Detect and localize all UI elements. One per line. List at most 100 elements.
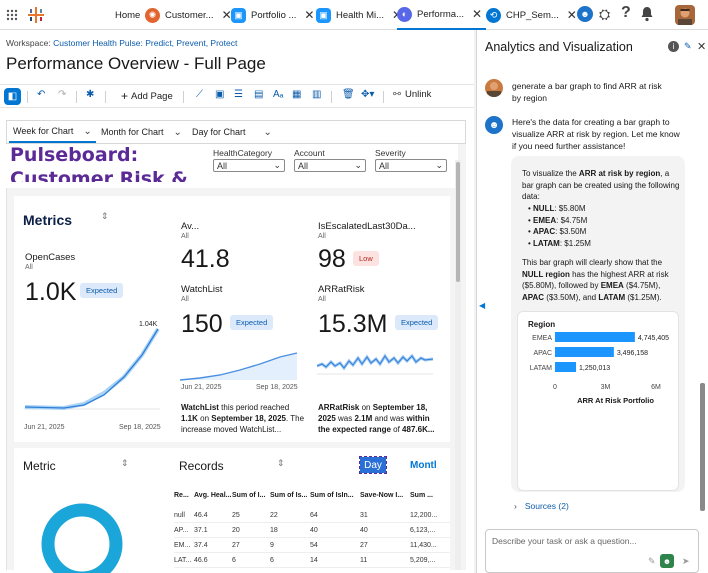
table-cell: 27 bbox=[360, 541, 368, 549]
agent-mode-icon[interactable]: ☻ bbox=[660, 554, 674, 568]
text-part: , a bar graph can be created using the f… bbox=[522, 169, 680, 201]
tab-day-for-chart[interactable]: Day for Chart ⌄ bbox=[188, 121, 276, 143]
app-launcher-icon[interactable] bbox=[6, 9, 18, 21]
close-icon[interactable]: ✕ bbox=[566, 8, 577, 22]
filter-health-category[interactable]: HealthCategory All ⌄ bbox=[213, 148, 285, 172]
desc-part: on bbox=[359, 403, 373, 412]
tab-month-for-chart[interactable]: Month for Chart ⌄ bbox=[97, 121, 186, 143]
table-cell: 37.4 bbox=[194, 541, 208, 549]
tab-performance[interactable]: ◐ Performa... ✕ bbox=[397, 0, 487, 30]
tab-portfolio[interactable]: ▣ Portfolio ... ✕ bbox=[231, 0, 314, 30]
text-part: ($1.25M). bbox=[625, 292, 662, 302]
setup-icon[interactable]: ⛭ bbox=[599, 6, 611, 22]
table-cell: 12,200... bbox=[410, 511, 438, 519]
unlink-icon: ⚯ bbox=[393, 89, 401, 100]
dashboard-icon: ▣ bbox=[316, 7, 331, 23]
arr-sparkline bbox=[317, 353, 434, 375]
new-chat-icon[interactable]: ✎ bbox=[684, 41, 692, 51]
table-icon[interactable]: ▤ bbox=[254, 89, 264, 100]
tab-chp-semantic[interactable]: ⟲ CHP_Sem... ✕ bbox=[486, 0, 577, 30]
filter-severity[interactable]: Severity All ⌄ bbox=[375, 148, 447, 172]
table-cell: 37.1 bbox=[194, 526, 208, 534]
tab-home[interactable]: Home bbox=[115, 0, 140, 30]
redo-icon[interactable]: ↷ bbox=[58, 89, 67, 100]
table-cell: 9 bbox=[270, 541, 274, 549]
collapse-panel-icon[interactable]: ◀ bbox=[479, 301, 486, 310]
status-badge: Low bbox=[353, 251, 379, 266]
agent-intro-message: Here's the data for creating a bar graph… bbox=[512, 117, 680, 151]
sources-toggle[interactable]: › Sources (2) bbox=[514, 501, 569, 511]
dashboard-scrollbar[interactable] bbox=[455, 160, 461, 570]
sort-icon[interactable]: ⇕ bbox=[121, 458, 129, 468]
undo-icon[interactable]: ↶ bbox=[37, 89, 46, 100]
table-cell: 5,209,... bbox=[410, 556, 436, 564]
user-message: generate a bar graph to find ARR at risk… bbox=[512, 81, 662, 103]
text-part: NULL region bbox=[522, 269, 570, 279]
text-part: This bar graph will clearly show that th… bbox=[522, 258, 663, 267]
bar bbox=[555, 347, 614, 357]
chevron-down-icon: ⌄ bbox=[273, 160, 281, 170]
table-header-cell[interactable]: Sum of Is... bbox=[270, 492, 308, 499]
chat-input-box[interactable]: Describe your task or ask a question... … bbox=[485, 529, 699, 573]
avg-label: Av... bbox=[181, 221, 200, 232]
panel-scrollbar[interactable] bbox=[700, 383, 705, 511]
tab-label: Home bbox=[115, 9, 141, 21]
settings-icon[interactable]: ✱ bbox=[86, 89, 95, 100]
delete-icon[interactable]: 🗑 bbox=[342, 89, 355, 100]
user-avatar[interactable] bbox=[675, 5, 695, 25]
response-bullets: • NULL: $5.80M • EMEA: $4.75M • APAC: $3.5… bbox=[528, 203, 678, 249]
escalated-value: 98 bbox=[318, 245, 346, 273]
opencases-value: 1.0K bbox=[25, 278, 77, 306]
line-chart-icon[interactable]: ⟋ bbox=[196, 89, 203, 100]
table-header-cell[interactable]: Sum of IsIn... bbox=[310, 492, 354, 499]
bar-chart-svg: Region EMEA 4,745,405 APAC 3,496,158 LATAM 1,2… bbox=[528, 320, 669, 405]
filter-select[interactable]: All ⌄ bbox=[375, 159, 447, 172]
agent-icon[interactable]: ☻ bbox=[577, 6, 593, 22]
table-header-cell[interactable]: Save-Now I... bbox=[360, 492, 404, 499]
image-icon[interactable]: ▦ bbox=[292, 89, 302, 100]
tab-customer[interactable]: ✺ Customer... ✕ bbox=[145, 0, 232, 30]
workspace-link[interactable]: Customer Health Pulse: Predict, Prevent,… bbox=[53, 38, 238, 48]
close-icon[interactable]: ✕ bbox=[304, 8, 315, 22]
sidebar-toggle-icon[interactable]: ◧ bbox=[4, 88, 21, 105]
close-icon[interactable]: ✕ bbox=[472, 7, 483, 21]
opencases-peak-label: 1.04K bbox=[139, 321, 158, 328]
sort-icon[interactable]: ⇕ bbox=[277, 458, 285, 468]
help-icon[interactable]: ? bbox=[621, 4, 631, 21]
tab-health-metrics[interactable]: ▣Health Mi...✕ bbox=[316, 0, 402, 30]
desc-part: . The increase moved WatchList... bbox=[181, 414, 305, 434]
container-icon[interactable]: ▥ bbox=[312, 89, 322, 100]
day-button[interactable]: Day bbox=[359, 456, 387, 474]
tab-week-for-chart[interactable]: Week for Chart ⌄ bbox=[9, 121, 96, 143]
dashboard-icon: ▣ bbox=[231, 7, 246, 23]
sort-icon[interactable]: ⇕ bbox=[101, 211, 109, 221]
table-header-cell[interactable]: Sum of I... bbox=[232, 492, 266, 499]
notifications-icon[interactable] bbox=[640, 6, 654, 22]
chevron-down-icon: ⌄ bbox=[83, 125, 92, 137]
x-axis-title: ARR At Risk Portfolio bbox=[577, 396, 654, 405]
list-icon[interactable]: ☰ bbox=[234, 89, 243, 100]
edit-icon[interactable]: ✎ bbox=[648, 556, 656, 566]
month-button[interactable]: Month bbox=[410, 460, 436, 471]
chat-input-placeholder[interactable]: Describe your task or ask a question... bbox=[492, 536, 637, 546]
unlink-button[interactable]: ⚯ Unlink bbox=[393, 89, 431, 100]
text-icon[interactable]: Aₐ bbox=[273, 89, 284, 100]
desc-part: 1.1K bbox=[181, 414, 198, 423]
filter-account[interactable]: Account All ⌄ bbox=[294, 148, 366, 172]
filter-select[interactable]: All ⌄ bbox=[294, 159, 366, 172]
metric-icon[interactable]: ▣ bbox=[215, 89, 225, 100]
table-header-cell[interactable]: Re... bbox=[174, 492, 189, 499]
add-page-button[interactable]: + Add Page bbox=[121, 89, 173, 103]
metrics-heading: Metrics bbox=[23, 212, 73, 228]
table-header-cell[interactable]: Sum ... bbox=[410, 492, 433, 499]
send-icon[interactable]: ➤ bbox=[682, 556, 690, 566]
table-header-cell[interactable]: Avg. Heal... bbox=[194, 492, 232, 499]
close-icon[interactable]: ✕ bbox=[697, 41, 707, 53]
move-icon[interactable]: ✥▾ bbox=[361, 89, 375, 100]
filter-select[interactable]: All ⌄ bbox=[213, 159, 285, 172]
dashboard-scroll-thumb[interactable] bbox=[456, 162, 460, 282]
list-item: • NULL: $5.80M bbox=[528, 204, 586, 213]
close-icon[interactable]: ✕ bbox=[221, 8, 232, 22]
info-icon[interactable]: i bbox=[668, 41, 679, 52]
text-part: To visualize the bbox=[522, 169, 579, 178]
